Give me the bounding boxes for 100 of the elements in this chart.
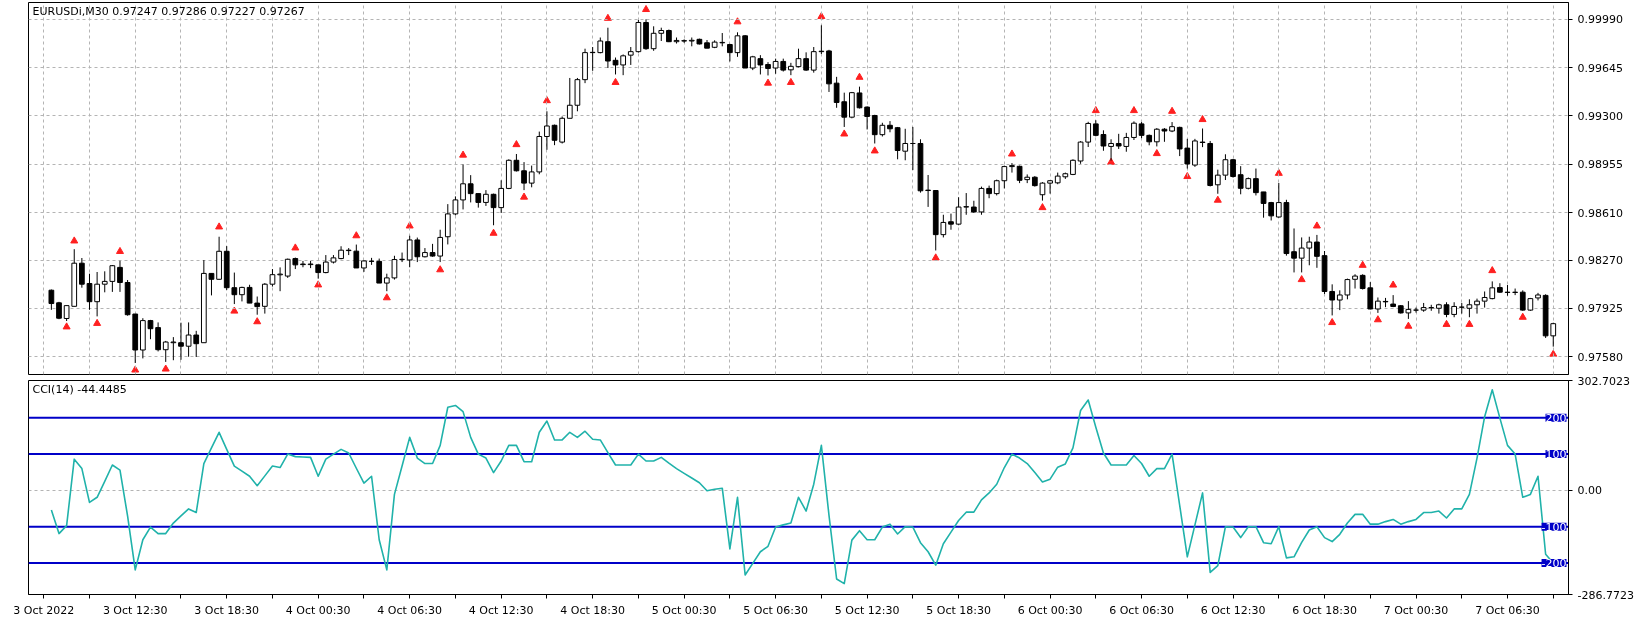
- candlestick: [1047, 179, 1053, 195]
- point: [1465, 319, 1474, 327]
- x-tick-label: 5 Oct 12:30: [834, 603, 900, 617]
- point: [764, 78, 772, 86]
- candlestick: [1253, 168, 1259, 196]
- x-tick-label: 4 Oct 12:30: [468, 603, 534, 617]
- point: [93, 318, 102, 326]
- y-tick-label: 0.99645: [1577, 61, 1623, 75]
- x-tick-label: 4 Oct 18:30: [560, 603, 626, 617]
- candlestick: [963, 192, 970, 216]
- point: [1274, 168, 1283, 176]
- point: [1168, 106, 1177, 114]
- point: [1358, 260, 1367, 268]
- y-tick-label: 302.7023: [1577, 374, 1630, 388]
- x-tick-label: 5 Oct 06:30: [743, 603, 808, 617]
- candlestick: [178, 322, 184, 361]
- point: [131, 365, 140, 373]
- point: [1007, 149, 1016, 157]
- point: [855, 72, 864, 80]
- point: [382, 293, 391, 301]
- point: [542, 96, 551, 104]
- candlestick: [155, 321, 161, 352]
- candlestick: [948, 213, 954, 231]
- y-tick-label: 0.97925: [1577, 302, 1623, 316]
- point: [642, 4, 651, 13]
- candlestick: [353, 244, 360, 269]
- candlestick: [1512, 288, 1518, 296]
- x-tick-label: 3 Oct 12:30: [102, 603, 168, 617]
- point: [70, 236, 79, 244]
- candlestick: [765, 61, 771, 76]
- point: [1129, 106, 1138, 114]
- y-tick-label: 0.97580: [1577, 350, 1623, 364]
- candlestick: [1314, 234, 1320, 269]
- ref-line-label: -100: [1541, 520, 1567, 534]
- point: [817, 11, 826, 20]
- point: [931, 253, 940, 261]
- candlestick: [605, 27, 611, 69]
- point: [161, 364, 170, 372]
- point: [840, 129, 849, 137]
- candlestick: [1352, 273, 1358, 290]
- x-tick-label: 5 Oct 00:30: [651, 603, 717, 617]
- candlestick: [300, 260, 306, 268]
- candlestick: [231, 272, 238, 305]
- point: [870, 146, 879, 154]
- x-tick-label: 4 Oct 00:30: [285, 603, 351, 617]
- point: [1373, 315, 1382, 323]
- candlestick: [1306, 236, 1313, 266]
- x-tick-label: 3 Oct 18:30: [194, 603, 260, 617]
- chart-title: CCI(14) -44.4485: [32, 382, 127, 396]
- candlestick: [1214, 169, 1221, 195]
- point: [520, 192, 529, 200]
- candlestick: [117, 260, 123, 293]
- x-tick-label: 6 Oct 18:30: [1292, 603, 1357, 617]
- point: [1549, 349, 1558, 357]
- x-tick-label: 6 Oct 06:30: [1109, 603, 1174, 617]
- candlestick: [1291, 227, 1297, 273]
- ref-line-label: 100: [1545, 448, 1567, 462]
- point: [459, 150, 468, 158]
- point: [1183, 171, 1192, 180]
- point: [352, 231, 361, 239]
- candlestick: [528, 165, 535, 188]
- point: [1038, 203, 1047, 211]
- candlestick: [376, 258, 383, 284]
- candlestick: [521, 161, 527, 191]
- candlestick: [986, 185, 992, 199]
- y-tick-label: 0.98270: [1577, 254, 1623, 268]
- point: [1442, 319, 1451, 327]
- candlestick: [444, 203, 451, 245]
- point: [230, 306, 239, 314]
- candlestick: [460, 163, 466, 210]
- point: [436, 265, 445, 273]
- x-tick-label: 5 Oct 18:30: [926, 603, 991, 617]
- chart-title: EURUSDi,M30 0.97247 0.97286 0.97227 0.97267: [32, 4, 305, 18]
- point: [1488, 266, 1497, 274]
- y-tick-label: -286.7723: [1577, 588, 1634, 602]
- point: [215, 222, 224, 230]
- x-tick-label: 7 Oct 00:30: [1383, 603, 1449, 617]
- point: [405, 221, 414, 229]
- x-tick-label: 6 Oct 00:30: [1017, 603, 1083, 617]
- candlestick: [1108, 138, 1114, 162]
- x-tick-label: 6 Oct 12:30: [1200, 603, 1266, 617]
- candlestick: [1474, 298, 1480, 315]
- point: [489, 228, 498, 236]
- point: [1152, 149, 1161, 157]
- candlestick: [1436, 303, 1442, 315]
- point: [62, 322, 71, 330]
- y-tick-label: 0.00: [1577, 484, 1602, 498]
- point: [115, 246, 124, 254]
- x-tick-label: 4 Oct 06:30: [377, 603, 443, 617]
- point: [1213, 195, 1222, 203]
- candlestick: [1298, 236, 1305, 273]
- candlestick: [391, 255, 398, 281]
- point: [291, 243, 300, 251]
- candlestick: [1336, 289, 1343, 311]
- candlestick: [1009, 162, 1015, 174]
- point: [1404, 321, 1413, 329]
- point: [1328, 318, 1337, 326]
- point: [603, 13, 612, 21]
- point: [733, 17, 742, 25]
- x-tick-label: 3 Oct 2022: [13, 603, 75, 617]
